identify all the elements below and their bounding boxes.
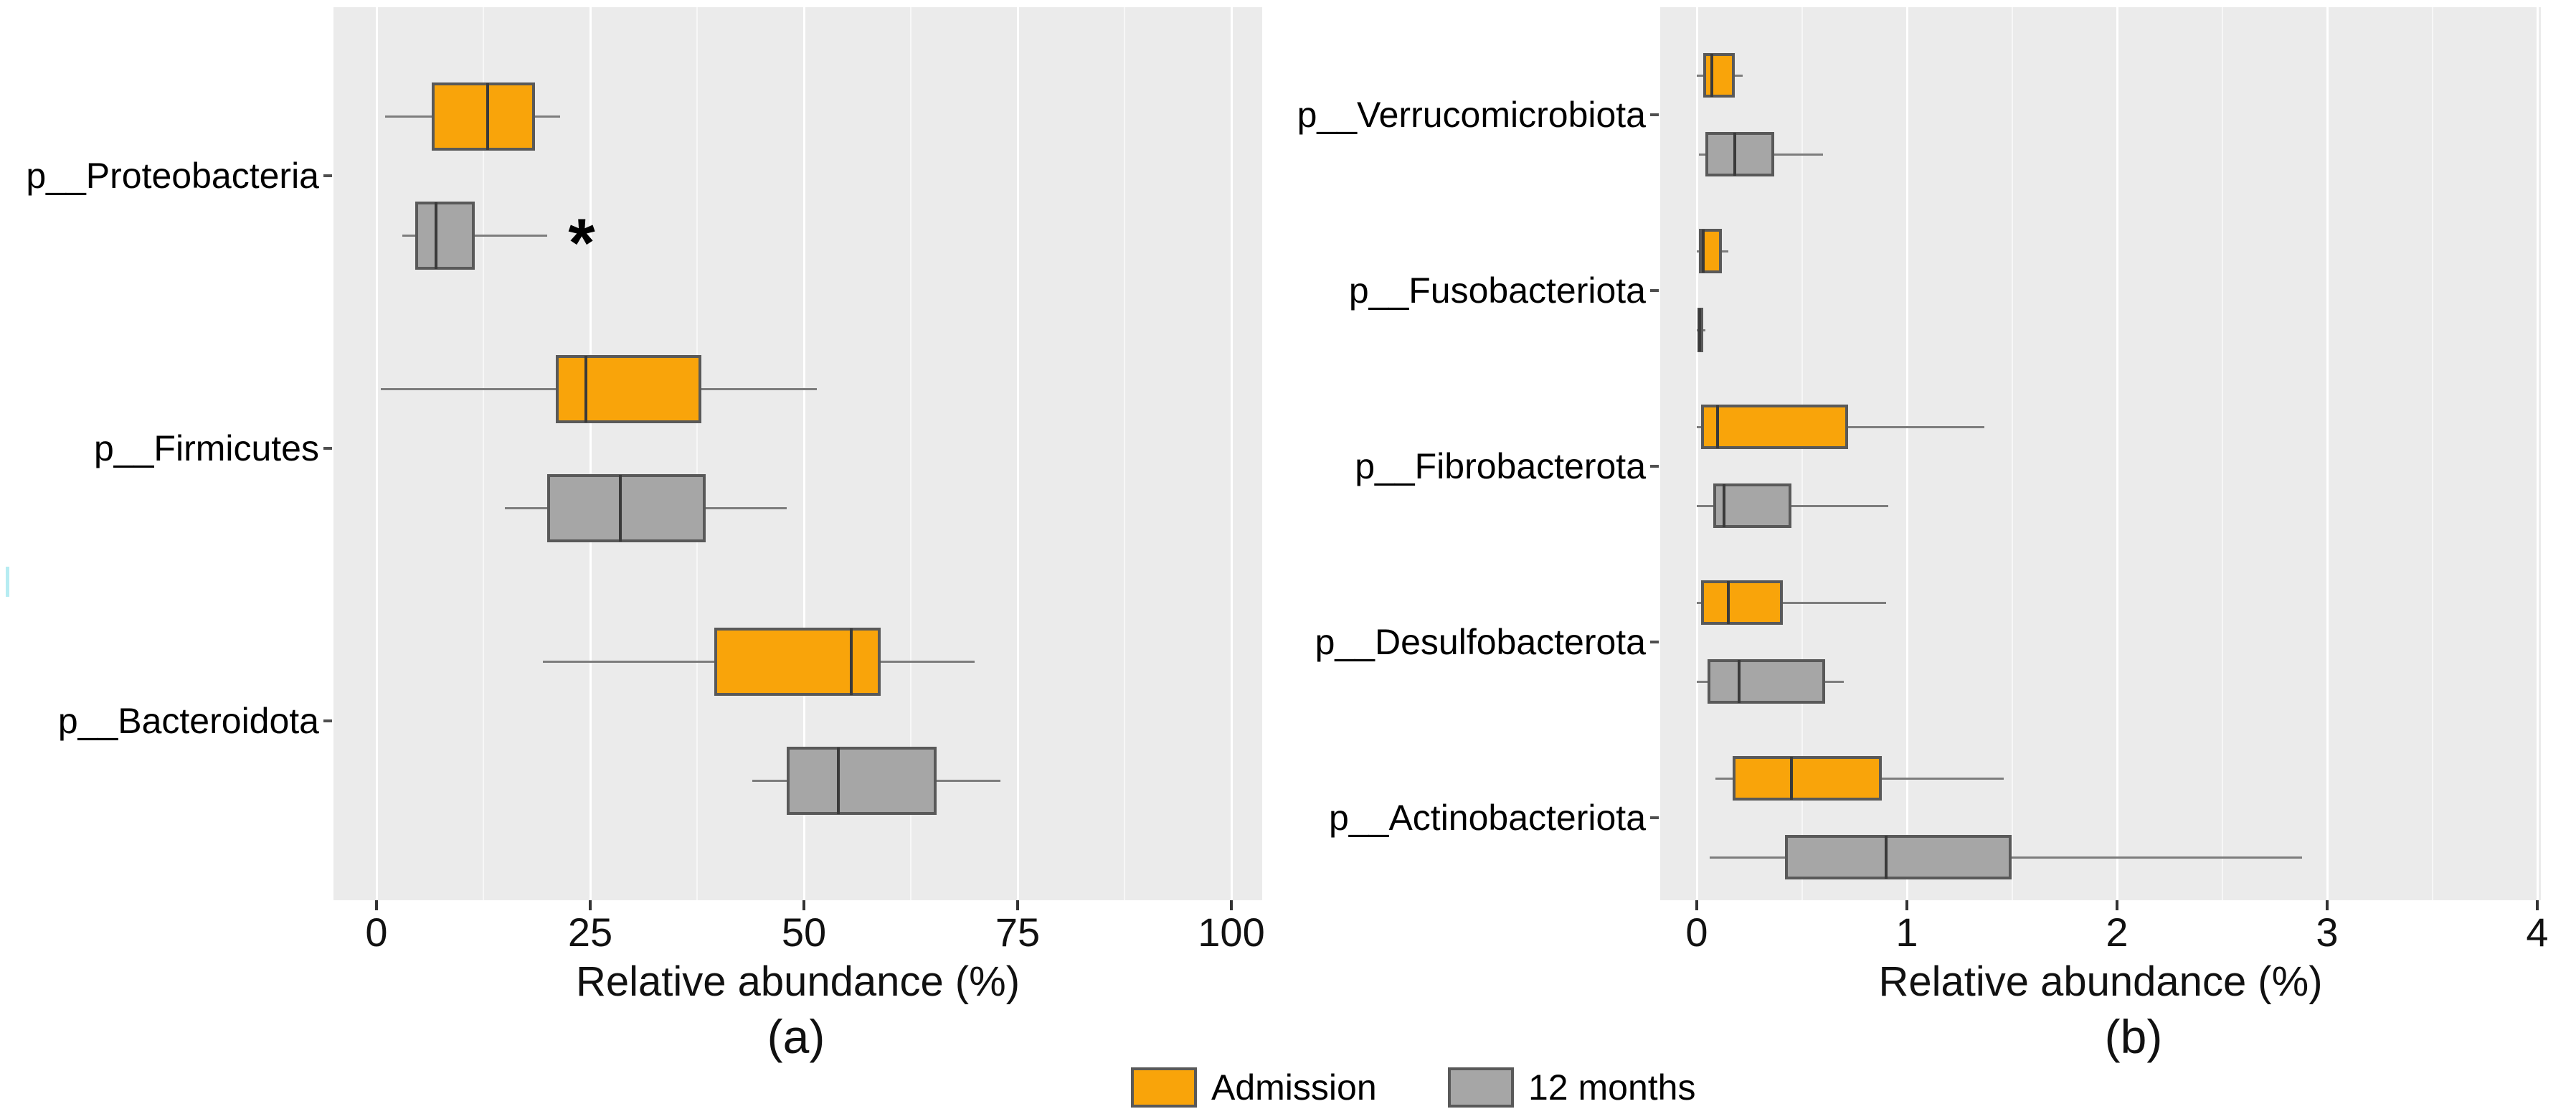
category-label-p-desulfobacterota: p__Desulfobacterota: [1315, 622, 1646, 662]
x-axis-tick: [1695, 900, 1698, 910]
significance-asterisk: *: [568, 204, 595, 282]
whisker-line-b-p-desulfobacterota-admission: [1697, 601, 1886, 604]
median-line-b-p-fusobacteriota-12-months: [1698, 308, 1702, 351]
category-label-p-firmicutes: p__Firmicutes: [94, 428, 319, 468]
y-axis-tick: [1650, 113, 1659, 116]
x-axis-title-a: Relative abundance (%): [575, 958, 1021, 1005]
category-label-p-fusobacteriota: p__Fusobacteriota: [1348, 270, 1646, 311]
median-line-b-p-fusobacteriota-admission: [1701, 230, 1705, 273]
y-axis-tick: [1650, 816, 1659, 819]
major-gridline: [1016, 7, 1019, 900]
major-gridline: [1695, 7, 1698, 900]
x-tick-label-25: 25: [567, 910, 613, 955]
stray-scan-artifact: [6, 567, 9, 597]
boxplot-box-b-p-desulfobacterota-12-months: [1707, 659, 1825, 704]
median-line-b-p-verrucomicrobiota-admission: [1710, 54, 1713, 97]
median-line-b-p-actinobacteriota-12-months: [1884, 836, 1888, 879]
boxplot-box-a-p-bacteroidota-admission: [714, 627, 881, 696]
median-line-b-p-desulfobacterota-admission: [1726, 581, 1730, 624]
minor-gridline: [2431, 7, 2433, 900]
major-gridline: [375, 7, 378, 900]
minor-gridline: [1801, 7, 1803, 900]
minor-gridline: [1124, 7, 1125, 900]
median-line-b-p-actinobacteriota-admission: [1789, 757, 1793, 800]
minor-gridline: [483, 7, 484, 900]
median-line-b-p-fibrobacterota-12-months: [1723, 484, 1726, 527]
boxplot-box-b-p-fibrobacterota-admission: [1700, 405, 1848, 449]
boxplot-box-a-p-bacteroidota-12-months: [787, 746, 937, 815]
major-gridline: [1905, 7, 1908, 900]
y-axis-tick: [1650, 641, 1659, 643]
x-tick-label-0: 0: [365, 910, 388, 955]
x-tick-label-2: 2: [2106, 910, 2128, 955]
major-gridline: [2536, 7, 2539, 900]
median-line-a-p-bacteroidota-admission: [849, 628, 853, 695]
y-axis-tick: [323, 447, 332, 450]
median-line-b-p-desulfobacterota-12-months: [1737, 660, 1741, 703]
minor-gridline: [696, 7, 698, 900]
x-axis-tick: [1905, 900, 1908, 910]
x-axis-tick: [1230, 900, 1233, 910]
median-line-a-p-firmicutes-admission: [584, 355, 588, 423]
minor-gridline: [2221, 7, 2223, 900]
legend-label-admission: Admission: [1211, 1067, 1377, 1108]
x-axis-tick: [2116, 900, 2118, 910]
category-label-p-actinobacteriota: p__Actinobacteriota: [1329, 798, 1646, 838]
legend-label-12-months: 12 months: [1528, 1067, 1696, 1108]
major-gridline: [802, 7, 805, 900]
x-tick-label-0: 0: [1685, 910, 1708, 955]
median-line-b-p-verrucomicrobiota-12-months: [1733, 133, 1736, 176]
minor-gridline: [2011, 7, 2013, 900]
boxplot-box-a-p-firmicutes-admission: [556, 354, 701, 423]
major-gridline: [2116, 7, 2118, 900]
boxplot-box-b-p-verrucomicrobiota-12-months: [1705, 132, 1775, 176]
x-tick-label-75: 75: [995, 910, 1041, 955]
boxplot-box-b-p-fibrobacterota-12-months: [1713, 483, 1791, 528]
legend-swatch-admission: [1131, 1067, 1197, 1108]
y-axis-tick: [323, 719, 332, 722]
major-gridline: [2326, 7, 2329, 900]
x-tick-label-100: 100: [1198, 910, 1265, 955]
whisker-line-b-p-fibrobacterota-12-months: [1697, 504, 1888, 507]
x-axis-tick: [1016, 900, 1019, 910]
x-tick-label-1: 1: [1895, 910, 1918, 955]
boxplot-box-a-p-proteobacteria-admission: [432, 82, 535, 151]
boxplot-box-a-p-firmicutes-12-months: [547, 473, 706, 542]
minor-gridline: [910, 7, 911, 900]
median-line-b-p-fibrobacterota-admission: [1716, 405, 1720, 448]
whisker-line-a-p-proteobacteria-12-months: [402, 234, 548, 237]
x-axis-tick: [589, 900, 592, 910]
median-line-a-p-firmicutes-12-months: [618, 474, 622, 542]
legend-swatch-12-months: [1448, 1067, 1514, 1108]
median-line-a-p-bacteroidota-12-months: [836, 747, 840, 814]
y-axis-tick: [1650, 289, 1659, 292]
panel-b-background: [1660, 7, 2541, 900]
median-line-a-p-proteobacteria-admission: [486, 82, 489, 150]
category-label-p-verrucomicrobiota: p__Verrucomicrobiota: [1297, 95, 1646, 135]
x-tick-label-4: 4: [2526, 910, 2549, 955]
boxplot-box-a-p-proteobacteria-12-months: [415, 201, 475, 270]
median-line-a-p-proteobacteria-12-months: [435, 202, 438, 269]
category-label-p-proteobacteria: p__Proteobacteria: [26, 156, 319, 196]
x-axis-tick: [2326, 900, 2329, 910]
x-axis-tick: [2536, 900, 2539, 910]
y-axis-tick: [1650, 465, 1659, 468]
x-tick-label-3: 3: [2316, 910, 2339, 955]
panel-a-caption: (a): [767, 1010, 825, 1063]
major-gridline: [589, 7, 592, 900]
boxplot-box-b-p-actinobacteriota-admission: [1732, 756, 1882, 801]
x-axis-tick: [375, 900, 378, 910]
x-tick-label-50: 50: [781, 910, 827, 955]
category-label-p-bacteroidota: p__Bacteroidota: [57, 701, 319, 741]
boxplot-box-b-p-desulfobacterota-admission: [1700, 580, 1784, 625]
boxplot-box-b-p-verrucomicrobiota-admission: [1703, 53, 1735, 98]
category-label-p-fibrobacterota: p__Fibrobacterota: [1355, 446, 1646, 486]
boxplot-box-b-p-actinobacteriota-12-months: [1785, 835, 2012, 879]
panel-b-caption: (b): [2104, 1010, 2163, 1063]
y-axis-tick: [323, 174, 332, 177]
major-gridline: [1230, 7, 1233, 900]
x-axis-tick: [802, 900, 805, 910]
x-axis-title-b: Relative abundance (%): [1878, 958, 2323, 1005]
